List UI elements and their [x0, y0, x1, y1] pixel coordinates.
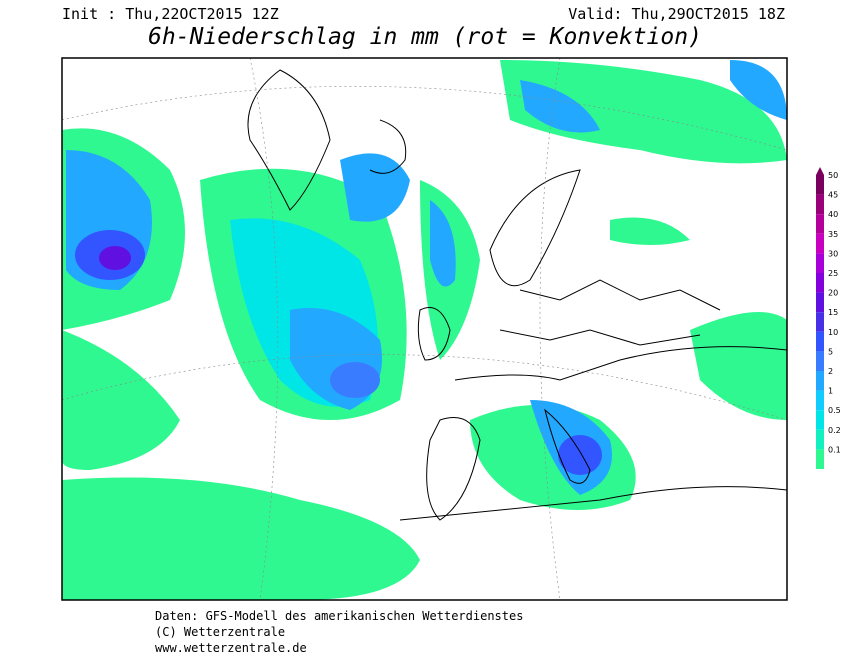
colorbar-label: 0.1 [828, 445, 841, 454]
map [61, 57, 788, 601]
colorbar-swatch [816, 194, 824, 215]
colorbar-swatch [816, 371, 824, 391]
colorbar-label: 0.5 [828, 406, 841, 415]
colorbar-tip [816, 167, 824, 175]
colorbar-label: 50 [828, 171, 838, 180]
colorbar-label: 15 [828, 308, 838, 317]
colorbar-label: 25 [828, 269, 838, 278]
colorbar-swatch [816, 214, 824, 234]
colorbar-swatch [816, 292, 824, 313]
colorbar-label: 30 [828, 249, 838, 258]
colorbar-swatch [816, 233, 824, 254]
footer-url: www.wetterzentrale.de [155, 641, 307, 655]
colorbar-swatch [816, 175, 824, 195]
footer-copyright: (C) Wetterzentrale [155, 625, 285, 639]
valid-time: Valid: Thu,29OCT2015 18Z [568, 5, 785, 23]
colorbar-label: 45 [828, 191, 838, 200]
colorbar-label: 35 [828, 230, 838, 239]
colorbar-swatch [816, 253, 824, 273]
colorbar-swatch [816, 429, 824, 450]
colorbar-swatch [816, 273, 824, 293]
colorbar-label: 1 [828, 387, 833, 396]
map-frame [61, 57, 788, 601]
colorbar-swatch [816, 331, 824, 352]
colorbar-label: 2 [828, 367, 833, 376]
colorbar-label: 40 [828, 210, 838, 219]
colorbar-swatch [816, 312, 824, 332]
map-title: 6h-Niederschlag in mm (rot = Konvektion) [148, 24, 702, 50]
init-time: Init : Thu,22OCT2015 12Z [62, 5, 279, 23]
colorbar-swatch [816, 410, 824, 430]
colorbar-swatch [816, 449, 824, 469]
colorbar-label: 20 [828, 289, 838, 298]
footer-source: Daten: GFS-Modell des amerikanischen Wet… [155, 609, 523, 623]
colorbar-swatch [816, 351, 824, 371]
colorbar-label: 10 [828, 328, 838, 337]
colorbar-swatch [816, 390, 824, 411]
colorbar-label: 0.2 [828, 426, 841, 435]
colorbar: 50 45 40 35 30 25 20 15 10 5 2 1 0.5 0.2 0.1 [816, 167, 841, 469]
colorbar-label: 5 [828, 347, 833, 356]
